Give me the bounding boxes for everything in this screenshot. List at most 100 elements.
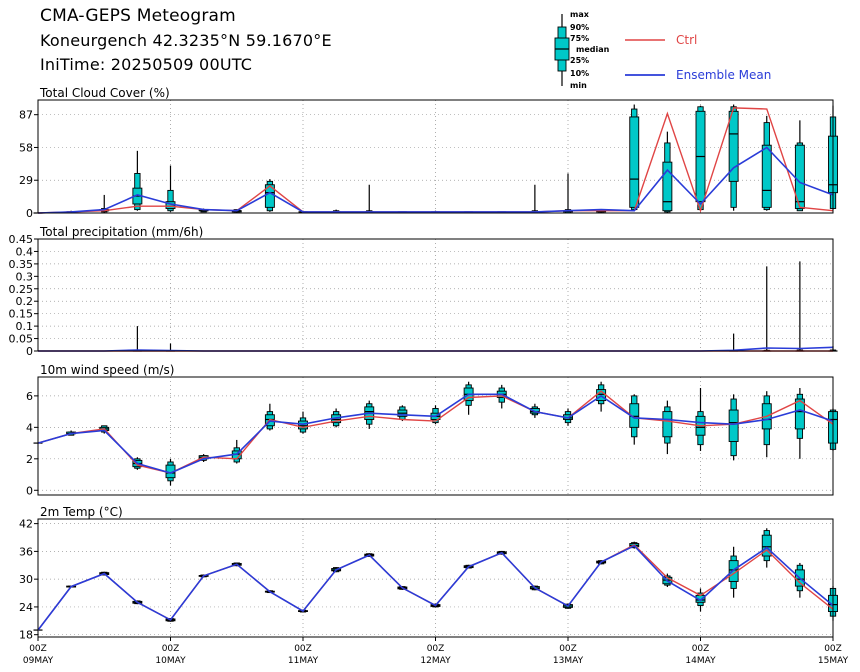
panel-frame xyxy=(37,238,834,352)
y-tick-label: 6 xyxy=(26,390,33,403)
x-tick-label: 00Z xyxy=(29,644,47,654)
page-title: CMA-GEPS Meteogram xyxy=(40,6,236,26)
y-tick-label: 0.25 xyxy=(9,283,34,296)
x-tick-label: 13MAY xyxy=(553,656,584,666)
legend-box-label: min xyxy=(570,81,587,90)
box-42 xyxy=(264,179,275,212)
panel-title: 2m Temp (°C) xyxy=(40,505,123,519)
y-tick-label: 24 xyxy=(19,601,33,614)
legend-box-label: 90% xyxy=(570,23,589,32)
panel-3: 10m wind speed (m/s) 0 2 4 6 xyxy=(26,363,838,497)
x-tick-label: 00Z xyxy=(162,644,180,654)
mean-line xyxy=(37,544,834,631)
panel-frame xyxy=(37,376,834,496)
init-time-label: IniTime: 20250509 00UTC xyxy=(40,55,253,74)
legend-box-label: max xyxy=(570,10,590,19)
panel-2: Total precipitation (mm/6h)00.050.10.150… xyxy=(9,225,838,358)
box-108 xyxy=(629,394,640,445)
y-tick-label: 29 xyxy=(19,174,33,187)
y-tick-label: 0.4 xyxy=(16,245,34,258)
x-tick-label: 11MAY xyxy=(288,656,319,666)
box-132 xyxy=(761,115,772,211)
box-114 xyxy=(662,400,673,455)
y-tick-label: 42 xyxy=(19,518,33,531)
box-138 xyxy=(794,388,805,459)
box-inner xyxy=(662,411,673,438)
y-tick-label: 0.05 xyxy=(9,333,34,346)
y-tick-label: 0 xyxy=(26,484,33,497)
box-108 xyxy=(629,104,640,211)
x-tick-label: 12MAY xyxy=(420,656,451,666)
y-tick-label: 30 xyxy=(19,573,33,586)
y-tick-label: 87 xyxy=(19,109,33,122)
box-outer xyxy=(167,189,174,212)
box-132 xyxy=(762,266,772,352)
box-114 xyxy=(662,131,673,213)
y-tick-label: 0 xyxy=(26,207,33,220)
panel-title: Total precipitation (mm/6h) xyxy=(39,225,203,239)
y-tick-label: 0 xyxy=(26,345,33,358)
legend-box-label: 10% xyxy=(570,69,589,78)
x-axis: 00Z 09MAY 00Z 10MAY 00Z 11MAY 00Z 12MAY 00Z 13MAY… xyxy=(23,637,849,666)
box-inner xyxy=(761,144,772,208)
y-tick-label: 18 xyxy=(19,629,33,642)
panel-1: Total Cloud Cover (%) 0 29 58 87 xyxy=(19,86,838,220)
x-tick-label: 15MAY xyxy=(818,656,849,666)
legend: max 90% 75% median 25% 10% min Ctrl Ensemble Mea… xyxy=(554,10,771,90)
box-18 xyxy=(132,150,143,211)
box-inner xyxy=(728,409,739,442)
box-120 xyxy=(695,105,706,211)
legend-box-label: median xyxy=(576,45,610,54)
legend-box-label: 25% xyxy=(570,56,589,65)
box-60 xyxy=(364,184,374,214)
panel-title: Total Cloud Cover (%) xyxy=(39,86,170,100)
x-tick-label: 00Z xyxy=(692,644,710,654)
box-126 xyxy=(728,394,739,461)
mean-line xyxy=(37,146,834,214)
y-tick-label: 58 xyxy=(19,141,33,154)
x-tick-label: 00Z xyxy=(559,644,577,654)
y-tick-label: 0.15 xyxy=(9,308,34,321)
box-inner xyxy=(728,110,739,182)
legend-ctrl-label: Ctrl xyxy=(676,33,697,47)
box-126 xyxy=(729,333,739,352)
y-tick-label: 36 xyxy=(19,545,33,558)
y-tick-label: 4 xyxy=(26,421,33,434)
box-96 xyxy=(563,173,573,214)
mean-line xyxy=(37,393,834,474)
x-tick-label: 00Z xyxy=(824,644,842,654)
box-90 xyxy=(530,184,540,214)
box-138 xyxy=(794,120,805,212)
legend-mean-label: Ensemble Mean xyxy=(676,68,771,82)
y-tick-label: 0.35 xyxy=(9,258,34,271)
legend-box-label: 75% xyxy=(570,34,589,43)
box-132 xyxy=(761,391,772,458)
x-tick-label: 10MAY xyxy=(155,656,186,666)
y-tick-label: 2 xyxy=(26,453,33,466)
box-120 xyxy=(695,388,706,451)
box-138 xyxy=(795,261,805,352)
x-tick-label: 00Z xyxy=(294,644,312,654)
panel-frame xyxy=(37,99,834,214)
box-inner xyxy=(794,398,805,430)
box-48 xyxy=(298,411,308,434)
panel-4: 2m Temp (°C) 18 24 30 36 42 xyxy=(19,505,838,642)
x-tick-label: 00Z xyxy=(427,644,445,654)
y-tick-label: 0.3 xyxy=(16,270,34,283)
y-tick-label: 0.2 xyxy=(16,295,34,308)
box-inner xyxy=(629,116,640,208)
box-inner xyxy=(761,534,772,557)
box-inner xyxy=(662,161,673,212)
location-label: Koneurgench 42.3235°N 59.1670°E xyxy=(40,31,332,50)
x-tick-label: 14MAY xyxy=(685,656,716,666)
box-126 xyxy=(728,104,739,211)
panel-title: 10m wind speed (m/s) xyxy=(40,363,174,377)
y-tick-label: 0.1 xyxy=(16,320,34,333)
y-tick-label: 0.45 xyxy=(9,233,34,246)
box-60 xyxy=(364,400,375,429)
box-66 xyxy=(397,405,408,422)
box-42 xyxy=(264,403,275,431)
ctrl-line xyxy=(37,390,834,474)
x-tick-label: 09MAY xyxy=(23,656,54,666)
